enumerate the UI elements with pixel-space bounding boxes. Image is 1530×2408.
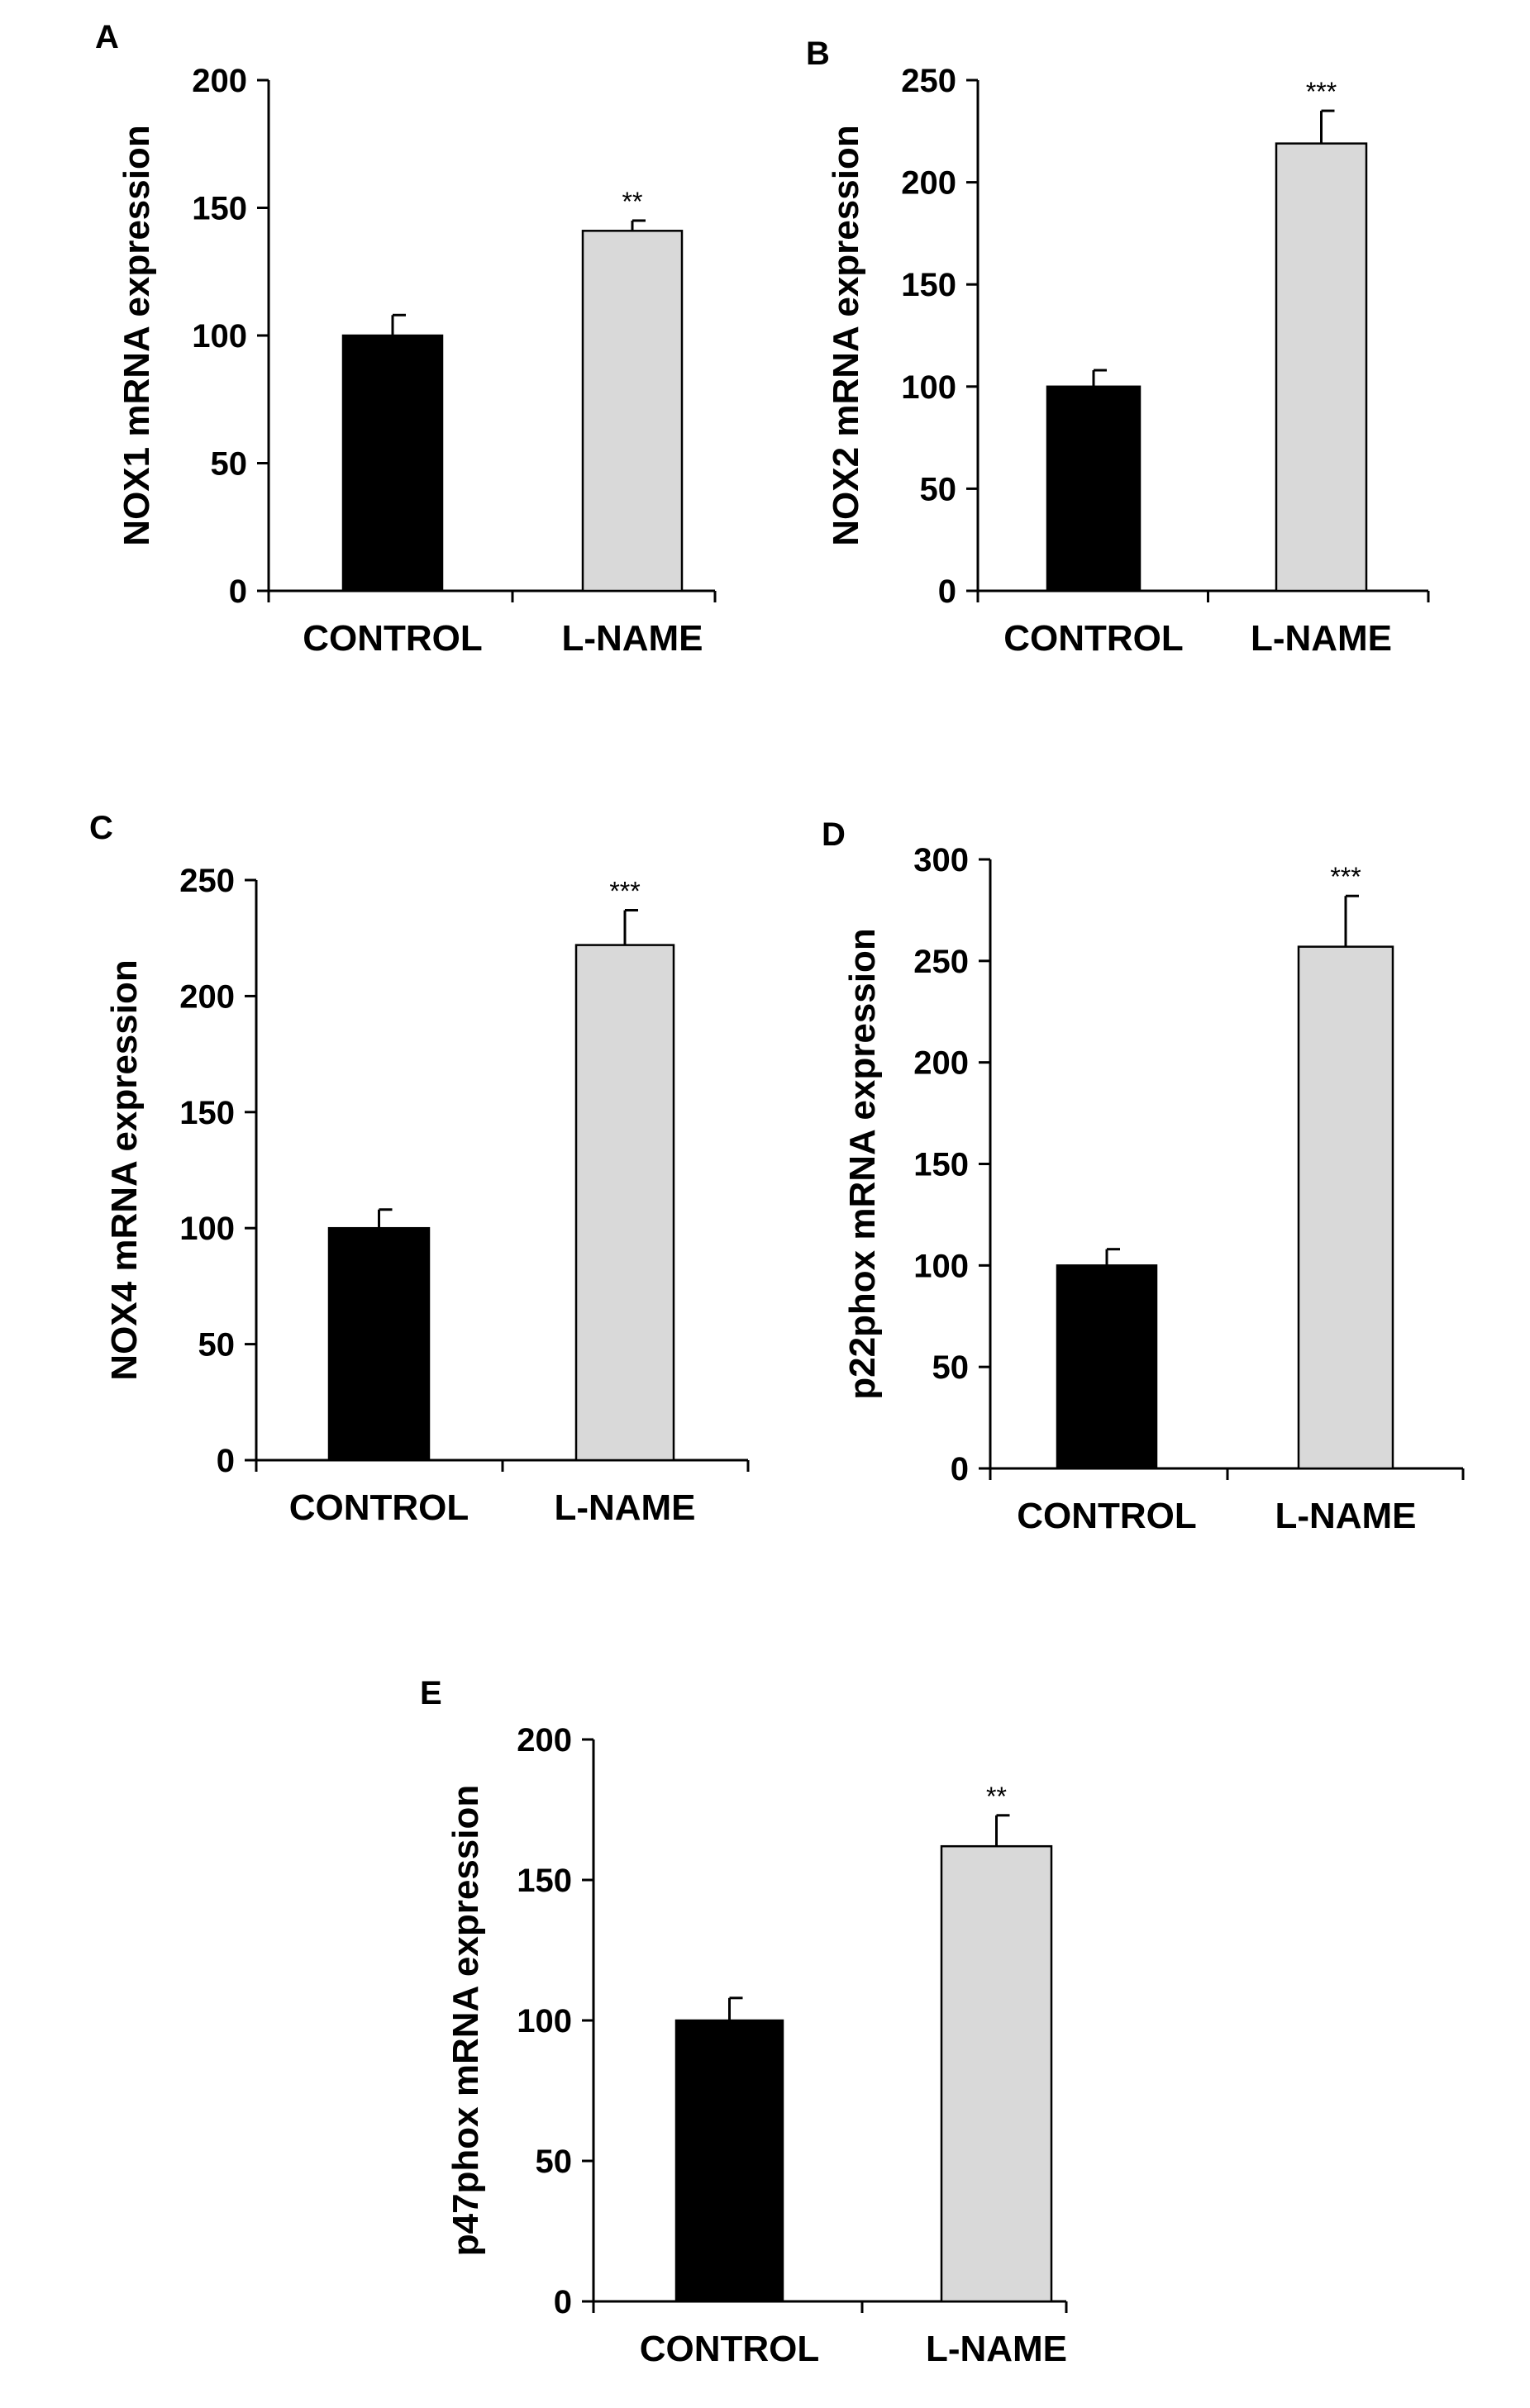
panel-c-ytick-label-3: 150 xyxy=(179,1095,235,1131)
panel-d-bar-control xyxy=(1056,1264,1158,1470)
panel-e-bar-l-name xyxy=(940,1844,1053,2303)
panel-d-ytick-label-1: 50 xyxy=(932,1349,970,1386)
panel-c-ytick-label-0: 0 xyxy=(217,1443,235,1479)
panel-e-significance-l-name: ** xyxy=(986,1782,1007,1811)
panel-d-significance-l-name: *** xyxy=(1330,862,1361,892)
panel-a-y-axis-title: NOX1 mRNA expression xyxy=(117,125,157,545)
panel-c-ytick-label-5: 250 xyxy=(179,863,235,899)
panel-b-ytick-label-3: 150 xyxy=(901,267,956,303)
panel-e-category-label-l-name: L-NAME xyxy=(926,2329,1067,2369)
panel-d-y-axis-title: p22phox mRNA expression xyxy=(842,928,883,1400)
panel-a-bar-l-name xyxy=(581,230,684,592)
panel-e-ytick-label-1: 50 xyxy=(536,2144,573,2180)
panel-b-bar-l-name xyxy=(1275,142,1368,592)
panel-b-bar-control xyxy=(1046,385,1142,592)
panel-c-significance-l-name: *** xyxy=(609,877,640,907)
panel-d-ytick-label-3: 150 xyxy=(913,1147,969,1183)
panel-d-category-label-l-name: L-NAME xyxy=(1275,1496,1416,1536)
panel-b-significance-l-name: *** xyxy=(1306,77,1337,107)
panel-a-label: A xyxy=(95,19,119,55)
panel-e-ytick-label-0: 0 xyxy=(554,2284,572,2320)
panel-e-category-label-control: CONTROL xyxy=(640,2329,820,2369)
panel-a-bar-control xyxy=(341,334,444,592)
panel-b-ytick-label-4: 200 xyxy=(901,165,956,202)
panel-c-bar-l-name xyxy=(574,944,675,1462)
panel-c-ytick-label-4: 200 xyxy=(179,978,235,1015)
panel-e-ytick-label-3: 150 xyxy=(517,1863,572,1899)
panel-b-label: B xyxy=(806,36,830,72)
panel-c-y-axis-title: NOX4 mRNA expression xyxy=(104,959,145,1380)
panel-d-ytick-label-6: 300 xyxy=(913,842,969,878)
panel-b-ytick-label-0: 0 xyxy=(938,573,956,610)
panel-d-ytick-label-0: 0 xyxy=(951,1451,969,1487)
panel-d-ytick-label-4: 200 xyxy=(913,1045,969,1082)
panel-c-ytick-label-2: 100 xyxy=(179,1211,235,1247)
panel-a-ytick-label-0: 0 xyxy=(229,573,247,610)
panel-b-y-axis-title: NOX2 mRNA expression xyxy=(826,125,866,545)
panel-a-category-label-l-name: L-NAME xyxy=(561,618,703,659)
panel-a-ytick-label-2: 100 xyxy=(192,318,247,355)
panel-e-ytick-label-2: 100 xyxy=(517,2003,572,2039)
panel-e-bar-control xyxy=(674,2019,784,2303)
panel-a-ytick-label-3: 150 xyxy=(192,191,247,227)
panel-e-label: E xyxy=(420,1675,442,1711)
panel-c-category-label-control: CONTROL xyxy=(289,1487,469,1528)
panel-c-category-label-l-name: L-NAME xyxy=(554,1487,695,1528)
panel-c-ytick-label-1: 50 xyxy=(198,1327,236,1363)
panel-d-bar-l-name xyxy=(1297,945,1394,1470)
panel-b-ytick-label-5: 250 xyxy=(901,63,956,99)
panel-d-ytick-label-2: 100 xyxy=(913,1248,969,1284)
panel-e-y-axis-title: p47phox mRNA expression xyxy=(446,1785,486,2257)
panel-d-label: D xyxy=(822,816,846,853)
panel-d-category-label-control: CONTROL xyxy=(1017,1496,1197,1536)
panel-a-significance-l-name: ** xyxy=(622,187,643,217)
panel-a-category-label-control: CONTROL xyxy=(303,618,483,659)
panel-b-ytick-label-1: 50 xyxy=(920,471,957,507)
panel-b-category-label-l-name: L-NAME xyxy=(1251,618,1392,659)
panel-b-ytick-label-2: 100 xyxy=(901,369,956,406)
panel-d-ytick-label-5: 250 xyxy=(913,944,969,980)
panel-c-bar-control xyxy=(327,1226,431,1462)
panel-e-ytick-label-4: 200 xyxy=(517,1722,572,1758)
panel-a-ytick-label-4: 200 xyxy=(192,63,247,99)
panel-c-label: C xyxy=(89,810,113,846)
panel-b-category-label-control: CONTROL xyxy=(1003,618,1184,659)
panel-a-ytick-label-1: 50 xyxy=(211,446,248,483)
